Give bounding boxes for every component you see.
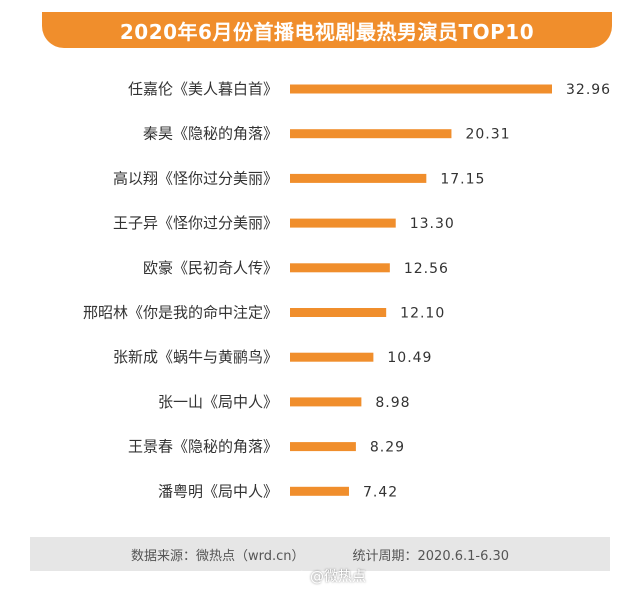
value-label: 13.30	[410, 216, 455, 232]
category-label: 邢昭林《你是我的命中注定》	[83, 304, 278, 322]
statistics-period-text: 统计周期：2020.6.1-6.30	[352, 548, 510, 564]
category-label: 张一山《局中人》	[158, 393, 278, 411]
value-label: 8.98	[375, 395, 410, 411]
bar	[290, 352, 374, 362]
value-label: 8.29	[370, 440, 405, 456]
weibo-icon	[290, 570, 306, 583]
data-source-text: 数据来源：微热点（wrd.cn）	[130, 548, 305, 564]
chart-title-banner: 2020年6月份首播电视剧最热男演员TOP10	[42, 12, 612, 48]
bar	[290, 84, 552, 94]
bar	[290, 218, 396, 228]
chart-title: 2020年6月份首播电视剧最热男演员TOP10	[119, 19, 535, 44]
category-label: 张新成《蜗牛与黄鹂鸟》	[113, 348, 278, 366]
category-label: 王景春《隐秘的角落》	[128, 438, 278, 456]
value-label: 12.10	[400, 306, 445, 322]
bar	[290, 308, 387, 317]
value-label: 17.15	[440, 171, 485, 187]
category-label: 欧豪《民初奇人传》	[143, 259, 278, 277]
weibo-watermark: @微热点	[290, 566, 366, 586]
value-label: 32.96	[566, 82, 611, 98]
value-label: 12.56	[404, 261, 449, 277]
footer-bar: 数据来源：微热点（wrd.cn） 统计周期：2020.6.1-6.30	[30, 537, 610, 571]
category-label: 王子异《怪你过分美丽》	[113, 214, 278, 232]
bar	[290, 397, 362, 407]
category-label: 秦昊《隐秘的角落》	[143, 125, 278, 143]
bar	[290, 486, 349, 496]
value-label: 7.42	[363, 484, 398, 500]
value-label: 20.31	[465, 127, 510, 143]
bar	[290, 173, 427, 183]
category-label: 任嘉伦《美人暮白首》	[128, 80, 278, 98]
watermark-text: @微热点	[310, 569, 366, 585]
bar	[290, 129, 452, 139]
bar	[290, 442, 356, 452]
category-label: 潘粤明《局中人》	[158, 482, 278, 500]
value-label: 10.49	[387, 350, 432, 366]
category-label: 高以翔《怪你过分美丽》	[113, 169, 278, 187]
bar	[290, 263, 390, 273]
